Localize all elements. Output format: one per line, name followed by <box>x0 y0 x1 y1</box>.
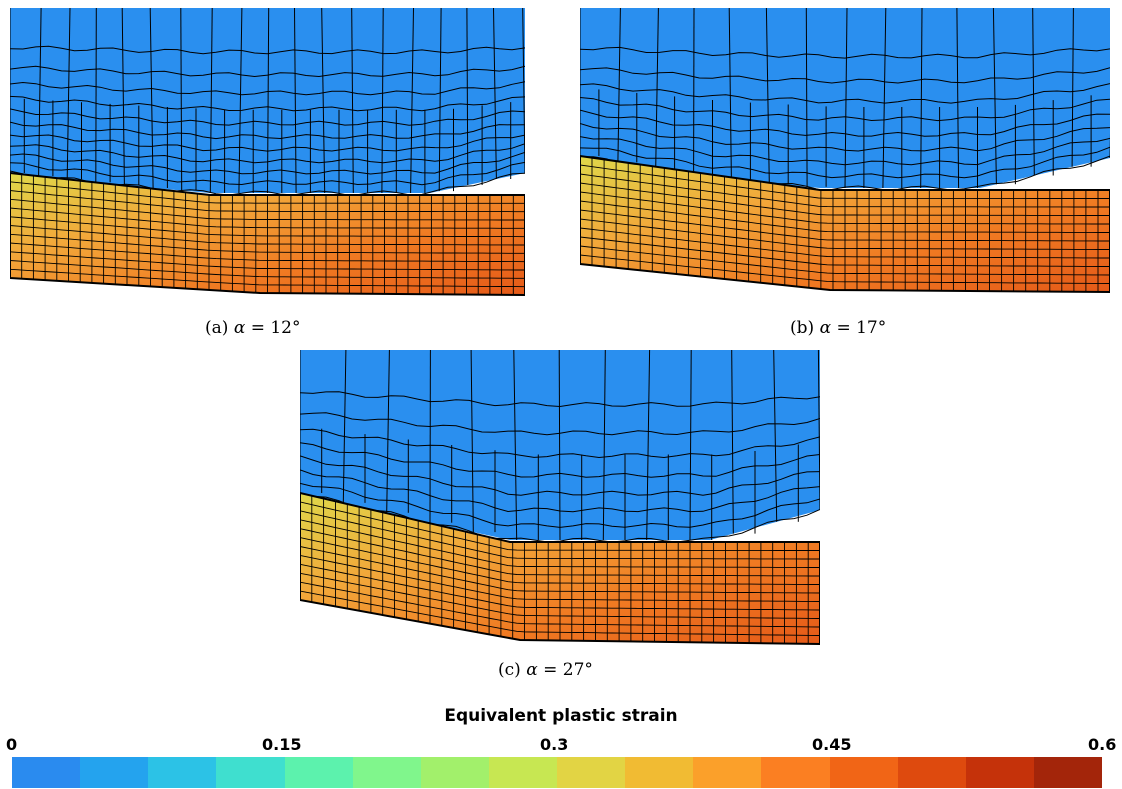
colorbar-bin <box>216 757 285 788</box>
legend-colorbar <box>12 757 1102 788</box>
colorbar-bin <box>12 757 81 788</box>
panel-a-simulation <box>10 8 525 298</box>
colorbar-bin <box>80 757 149 788</box>
panel-b-mesh <box>580 8 1110 294</box>
legend-tick-03: 0.3 <box>540 735 569 754</box>
workpiece-mesh <box>580 157 1110 292</box>
colorbar-bin <box>897 757 966 788</box>
colorbar-bin <box>352 757 421 788</box>
colorbar-bin <box>488 757 557 788</box>
colorbar-bin <box>284 757 353 788</box>
legend-tick-0: 0 <box>6 735 18 754</box>
colorbar-bin <box>557 757 626 788</box>
colorbar-bin <box>965 757 1034 788</box>
tool-mesh <box>10 8 525 196</box>
caption-b: (b) α = 17° <box>790 318 887 338</box>
tool-mesh <box>300 350 820 543</box>
caption-a: (a) α = 12° <box>205 318 301 338</box>
workpiece-mesh <box>300 495 820 644</box>
colorbar-bin <box>829 757 898 788</box>
colorbar-bin <box>148 757 217 788</box>
panel-c-simulation <box>300 350 820 648</box>
tool-mesh <box>580 8 1110 191</box>
panel-b-simulation <box>580 8 1110 296</box>
caption-c: (c) α = 27° <box>498 660 593 680</box>
panel-a-mesh <box>10 8 525 297</box>
workpiece-mesh <box>10 174 525 295</box>
colorbar-bin <box>761 757 830 788</box>
legend-tick-045: 0.45 <box>812 735 852 754</box>
legend-tick-06: 0.6 <box>1088 735 1117 754</box>
colorbar-bin <box>625 757 694 788</box>
legend-tick-015: 0.15 <box>262 735 302 754</box>
colorbar-bin <box>1033 757 1102 788</box>
colorbar-bin <box>420 757 489 788</box>
panel-c-mesh <box>300 350 820 646</box>
colorbar-bin <box>693 757 762 788</box>
legend-title: Equivalent plastic strain <box>444 706 678 726</box>
